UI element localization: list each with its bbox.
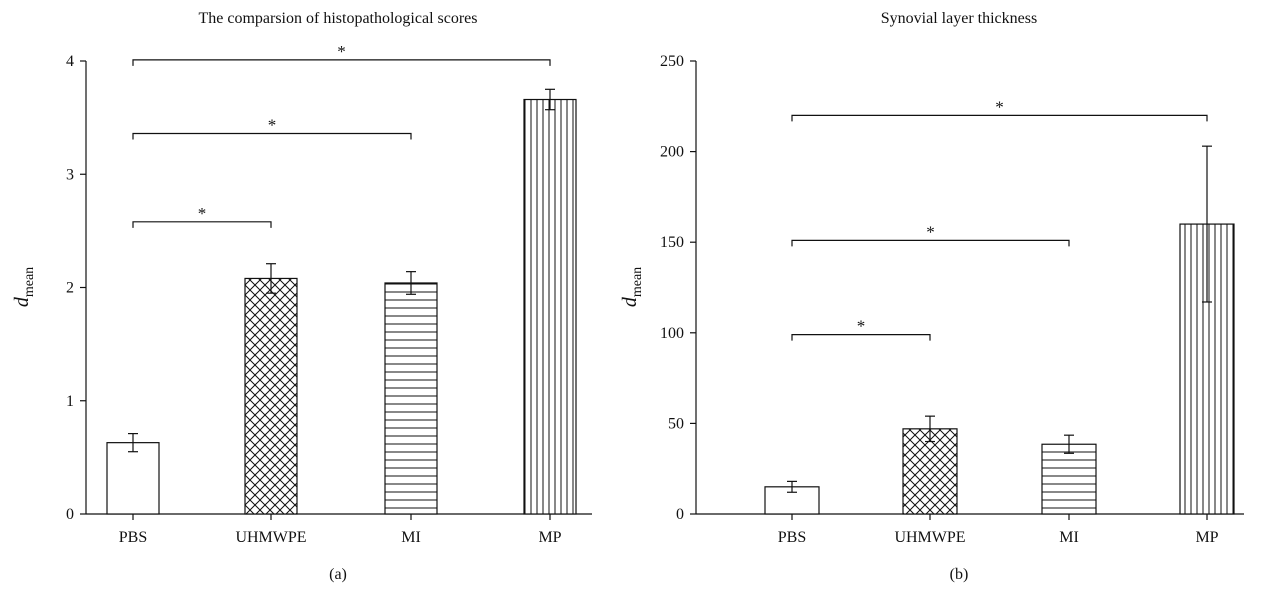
significance-label: * <box>995 97 1004 116</box>
axes: 0 1 2 3 4 PBS UHMWPE MI MP <box>66 53 592 546</box>
x-tick-label: MP <box>538 529 561 546</box>
x-tick-label: MI <box>1059 529 1079 546</box>
y-tick-label: 3 <box>66 166 74 183</box>
y-tick-label: 2 <box>66 280 74 297</box>
bar <box>384 282 438 515</box>
significance-label: * <box>857 317 866 336</box>
significance-brackets: * * * <box>132 42 551 228</box>
chart-panel-b: Synovial layer thickness dmean 0 50 100 150… <box>619 10 1244 583</box>
x-tick-label: PBS <box>778 529 806 546</box>
significance-bracket <box>791 114 1208 122</box>
bars <box>106 88 577 515</box>
significance-label: * <box>926 222 935 241</box>
y-tick-label: 0 <box>676 506 684 523</box>
bars <box>764 145 1235 515</box>
y-tick-label: 150 <box>660 234 684 251</box>
significance-bracket <box>791 334 931 341</box>
bar <box>902 428 958 515</box>
bar <box>244 277 298 515</box>
x-tick-label: UHMWPE <box>235 529 306 546</box>
significance-label: * <box>337 42 346 61</box>
y-axis-label-main: d <box>11 296 33 307</box>
significance-brackets: * * * <box>791 97 1208 341</box>
y-tick-label: 1 <box>66 393 74 410</box>
y-tick-label: 200 <box>660 144 684 161</box>
bar <box>1041 443 1097 515</box>
y-tick-label: 50 <box>668 415 684 432</box>
x-tick-label: MI <box>401 529 421 546</box>
y-axis-label-subscript: mean <box>22 267 37 297</box>
y-axis-label-main: d <box>619 296 641 307</box>
chart-panel-a: The comparsion of histopathological scor… <box>11 10 592 583</box>
significance-bracket <box>791 239 1070 247</box>
y-axis-label: dmean <box>11 267 37 307</box>
y-axis-label: dmean <box>619 267 645 307</box>
y-tick-label: 250 <box>660 53 684 70</box>
significance-bracket <box>132 221 272 228</box>
x-tick-label: PBS <box>119 529 147 546</box>
y-tick-label: 4 <box>66 53 74 70</box>
x-tick-label: MP <box>1195 529 1218 546</box>
bar <box>106 442 160 515</box>
significance-bracket <box>132 132 412 140</box>
axes: 0 50 100 150 200 250 PBS UHMWPE MI MP <box>660 53 1244 546</box>
x-tick-label: UHMWPE <box>894 529 965 546</box>
y-tick-label: 100 <box>660 325 684 342</box>
significance-label: * <box>198 204 207 223</box>
chart-title: Synovial layer thickness <box>881 10 1037 27</box>
significance-label: * <box>268 115 277 134</box>
y-tick-label: 0 <box>66 506 74 523</box>
subplot-label: (b) <box>950 566 969 583</box>
significance-bracket <box>132 59 551 66</box>
y-axis-label-subscript: mean <box>630 267 645 297</box>
subplot-label: (a) <box>329 566 347 583</box>
chart-title: The comparsion of histopathological scor… <box>198 10 477 27</box>
bar <box>523 98 577 515</box>
